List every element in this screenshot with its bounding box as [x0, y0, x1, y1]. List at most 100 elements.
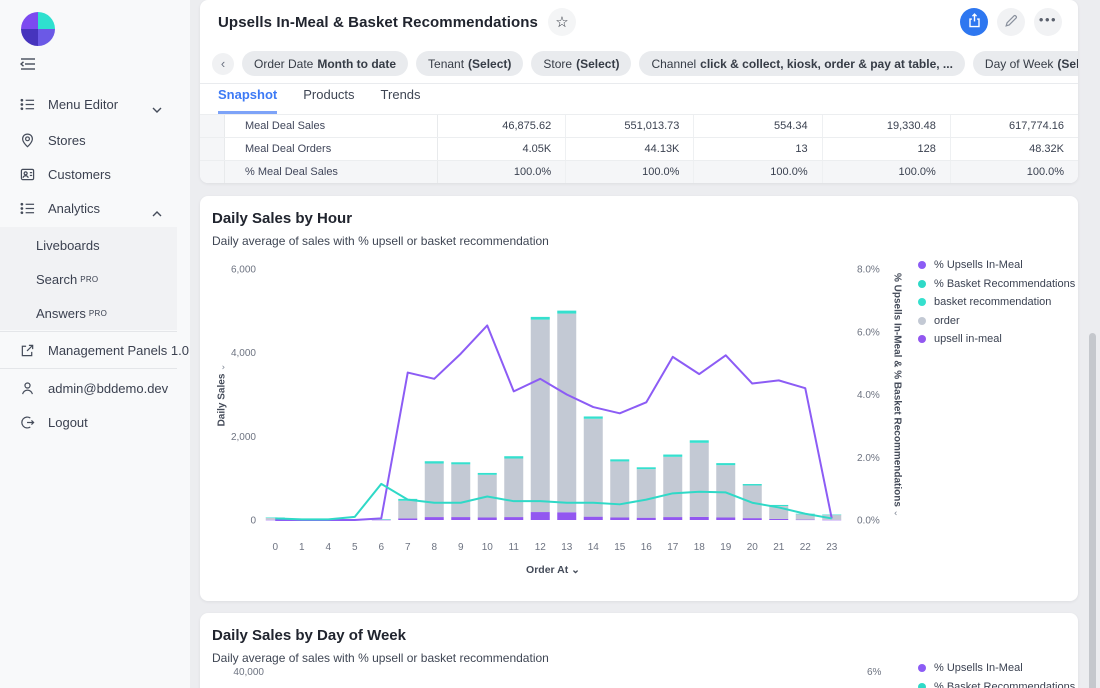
legend-item[interactable]: % Upsells In-Meal [918, 256, 1075, 275]
sidebar-item-analytics[interactable]: Analytics [0, 194, 190, 222]
filters-scroll-left-button[interactable]: ‹ [212, 52, 234, 75]
sidebar-item-liveboards[interactable]: Liveboards [36, 237, 100, 253]
filter-chip-store[interactable]: Store (Select) [531, 51, 632, 76]
sidebar-item-menu-editor[interactable]: Menu Editor [0, 90, 190, 118]
legend-item[interactable]: upsell in-meal [918, 330, 1075, 349]
bar-segment-order[interactable] [663, 456, 683, 518]
bar-segment-order[interactable] [636, 469, 656, 518]
chart-subtitle: Daily average of sales with % upsell or … [212, 234, 549, 248]
more-options-button[interactable]: ••• [1034, 8, 1062, 36]
bar-segment-order[interactable] [451, 464, 471, 518]
external-link-icon [20, 342, 36, 358]
bar-segment-upsell-in-meal[interactable] [663, 517, 683, 520]
liveboard-header-card: Upsells In-Meal & Basket Recommendations… [200, 0, 1078, 183]
user-icon [20, 380, 36, 396]
filter-chip-channel[interactable]: Channel click & collect, kiosk, order & p… [639, 51, 965, 76]
bar-segment-upsell-in-meal[interactable] [716, 517, 736, 520]
line-series--Upsells-In-Meal[interactable] [275, 324, 833, 521]
bar-segment-upsell-in-meal[interactable] [451, 517, 471, 520]
sidebar-item-search-pro[interactable]: Search PRO [36, 271, 99, 287]
axis-tick-label: 21 [773, 542, 785, 553]
bar-segment-basket-recommendation[interactable] [583, 416, 603, 419]
table-row[interactable]: % Meal Deal Sales 100.0% 100.0% 100.0% 1… [200, 160, 1078, 183]
sidebar-item-label: Logout [48, 414, 88, 430]
legend-item[interactable]: % Basket Recommendations [918, 275, 1075, 294]
tab-snapshot[interactable]: Snapshot [218, 87, 278, 114]
vertical-scrollbar[interactable] [1089, 333, 1096, 688]
bar-segment-upsell-in-meal[interactable] [530, 512, 550, 520]
tab-trends[interactable]: Trends [380, 87, 421, 102]
bar-segment-upsell-in-meal[interactable] [583, 516, 603, 520]
table-row[interactable]: Meal Deal Sales 46,875.62 551,013.73 554… [200, 114, 1078, 137]
filter-bar: ‹ Order Date Month to date Tenant (Select)… [200, 44, 1078, 84]
sidebar-item-answers-pro[interactable]: Answers PRO [36, 305, 108, 321]
sidebar-collapse-icon[interactable] [19, 56, 36, 72]
legend-item[interactable]: % Basket Recommendations [918, 678, 1075, 688]
bar-segment-basket-recommendation[interactable] [530, 316, 550, 320]
bar-segment-upsell-in-meal[interactable] [477, 517, 497, 520]
bar-segment-upsell-in-meal[interactable] [398, 518, 418, 520]
bar-segment-upsell-in-meal[interactable] [689, 516, 709, 520]
bar-segment-order[interactable] [583, 418, 603, 517]
bar-segment-basket-recommendation[interactable] [557, 310, 577, 314]
bar-segment-basket-recommendation[interactable] [716, 463, 736, 466]
bar-segment-upsell-in-meal[interactable] [742, 518, 762, 520]
bar-segment-basket-recommendation[interactable] [477, 472, 497, 475]
legend-dot-icon [918, 335, 926, 344]
tab-products[interactable]: Products [303, 87, 355, 102]
bar-segment-basket-recommendation[interactable] [636, 467, 656, 470]
location-pin-icon [20, 132, 36, 148]
bar-segment-basket-recommendation[interactable] [610, 459, 630, 462]
edit-button[interactable] [997, 8, 1025, 36]
page-title: Upsells In-Meal & Basket Recommendations [218, 13, 538, 31]
bar-segment-order[interactable] [424, 463, 444, 518]
sidebar-item-account[interactable]: admin@bddemo.dev [0, 374, 190, 402]
bar-segment-basket-recommendation[interactable] [689, 440, 709, 443]
bar-segment-upsell-in-meal[interactable] [424, 517, 444, 520]
filter-chip-order-date[interactable]: Order Date Month to date [242, 51, 409, 76]
bar-segment-basket-recommendation[interactable] [663, 454, 683, 457]
table-row[interactable]: Meal Deal Orders 4.05K 44.13K 13 128 48.… [200, 137, 1078, 160]
sidebar-item-logout[interactable]: Logout [0, 408, 190, 436]
bar-segment-basket-recommendation[interactable] [265, 517, 285, 518]
bar-segment-upsell-in-meal[interactable] [504, 517, 524, 520]
bar-segment-basket-recommendation[interactable] [504, 456, 524, 459]
bar-segment-upsell-in-meal[interactable] [822, 519, 842, 521]
bar-segment-basket-recommendation[interactable] [769, 504, 789, 506]
axis-tick-label: 6.0% [857, 327, 880, 338]
bar-segment-order[interactable] [716, 465, 736, 518]
bar-segment-order[interactable] [610, 461, 630, 518]
bar-segment-order[interactable] [398, 500, 418, 519]
legend-item[interactable]: % Upsells In-Meal [918, 659, 1075, 678]
bar-segment-upsell-in-meal[interactable] [636, 517, 656, 520]
axis-tick-label: 0.0% [857, 516, 880, 527]
legend-item[interactable]: basket recommendation [918, 293, 1075, 312]
bar-segment-basket-recommendation[interactable] [742, 484, 762, 486]
bar-segment-order[interactable] [689, 442, 709, 517]
filter-chip-day-of-week[interactable]: Day of Week(Select) [972, 51, 1078, 76]
bar-segment-order[interactable] [504, 458, 524, 518]
bar-segment-upsell-in-meal[interactable] [769, 518, 789, 520]
legend-item[interactable]: order [918, 312, 1075, 331]
sidebar-item-label: admin@bddemo.dev [48, 380, 169, 396]
bar-segment-order[interactable] [795, 514, 815, 520]
sidebar-item-stores[interactable]: Stores [0, 126, 190, 154]
bar-segment-upsell-in-meal[interactable] [371, 519, 391, 521]
sidebar-item-management-panels[interactable]: Management Panels 1.0 [0, 336, 190, 364]
axis-tick-label: 12 [535, 542, 547, 553]
bar-segment-order[interactable] [530, 319, 550, 513]
favorite-star-button[interactable]: ☆ [547, 8, 576, 36]
bar-segment-basket-recommendation[interactable] [424, 461, 444, 464]
bar-segment-upsell-in-meal[interactable] [557, 512, 577, 520]
line-series--Basket-Recommendations[interactable] [275, 482, 832, 521]
bar-segment-order[interactable] [557, 313, 577, 513]
bar-segment-upsell-in-meal[interactable] [795, 519, 815, 521]
sidebar-item-customers[interactable]: Customers [0, 160, 190, 188]
filter-chip-tenant[interactable]: Tenant (Select) [416, 51, 524, 76]
axis-tick-label: 2,000 [231, 432, 256, 443]
axis-tick-label: 4.0% [857, 390, 880, 401]
share-button[interactable] [960, 8, 988, 36]
bar-segment-upsell-in-meal[interactable] [610, 517, 630, 520]
bar-segment-basket-recommendation[interactable] [451, 462, 471, 465]
